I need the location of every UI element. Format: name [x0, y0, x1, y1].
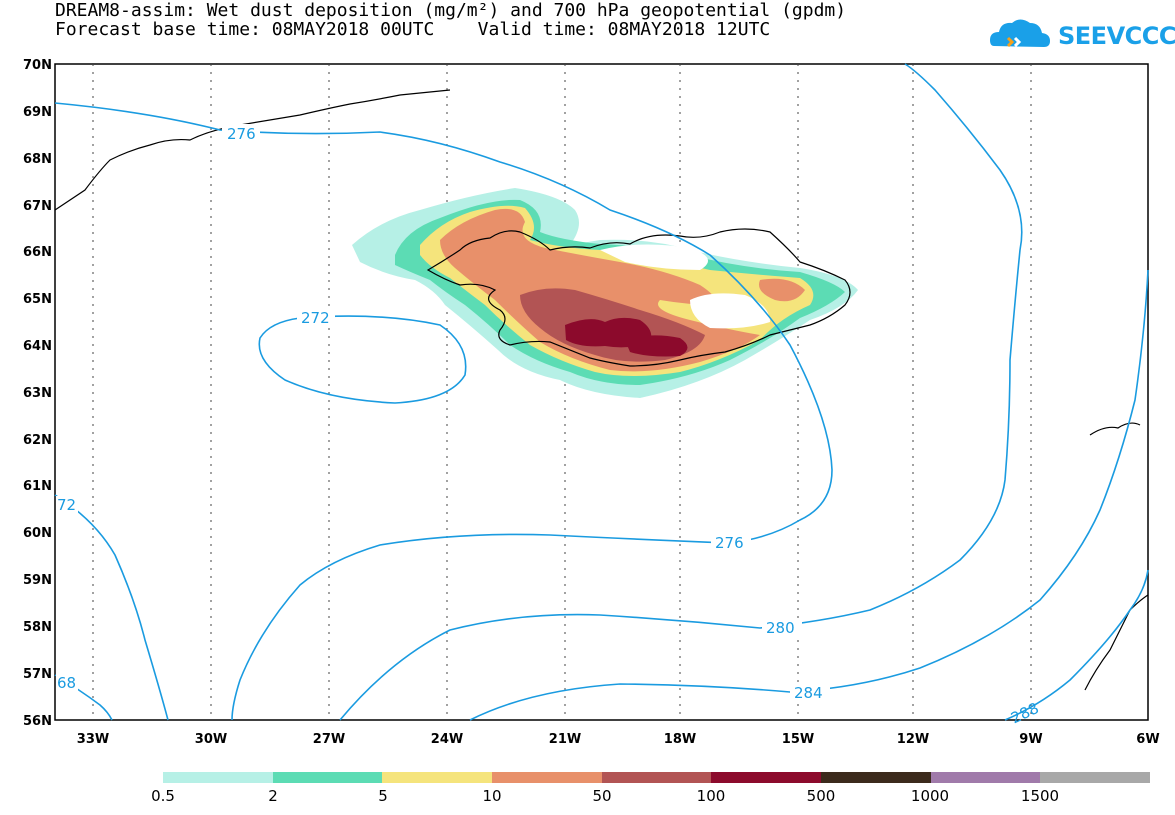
contour-272-low — [258, 315, 467, 404]
geopotential-contours — [54, 63, 1149, 721]
lon-label: 6W — [1136, 732, 1159, 747]
coastlines — [54, 89, 1149, 691]
contour-284 — [469, 269, 1149, 721]
legend-swatch — [382, 772, 493, 783]
latitude-labels: 70N 69N 68N 67N 66N 65N 64N 63N 62N 61N … — [23, 58, 52, 729]
greenland-coastline — [54, 89, 451, 211]
legend-swatch — [821, 772, 931, 783]
contour-label: 284 — [794, 684, 823, 702]
legend-swatch — [1040, 772, 1151, 783]
legend-label: 0.5 — [151, 787, 175, 805]
longitude-labels: 33W 30W 27W 24W 21W 18W 15W 12W 9W 6W — [77, 732, 1160, 747]
contour-label: 276 — [227, 125, 256, 143]
lat-label: 56N — [23, 714, 52, 729]
legend-label: 1000 — [910, 787, 950, 805]
legend-label: 10 — [482, 787, 502, 805]
contour-label: 280 — [766, 619, 795, 637]
lon-label: 21W — [549, 732, 581, 747]
legend-label: 5 — [378, 787, 388, 805]
lat-label: 61N — [23, 479, 52, 494]
lat-label: 58N — [23, 620, 52, 635]
lat-label: 59N — [23, 573, 52, 588]
legend-swatch — [711, 772, 822, 783]
contour-280 — [339, 63, 1023, 721]
legend-swatch — [492, 772, 602, 783]
lat-label: 64N — [23, 339, 52, 354]
color-legend — [163, 772, 1151, 783]
deposition-10-east — [759, 278, 805, 302]
legend-swatch — [163, 772, 273, 783]
deposition-100 — [565, 317, 688, 357]
contour-label: 72 — [57, 496, 76, 514]
logo-text: SEEVCCC — [1058, 22, 1175, 50]
contour-label: 272 — [301, 309, 330, 327]
scotland-coastline — [1084, 594, 1149, 691]
dust-deposition-map: 276 272 72 276 280 284 68 288 70N 69N 68… — [23, 58, 1160, 747]
lon-label: 9W — [1019, 732, 1042, 747]
lat-label: 69N — [23, 105, 52, 120]
contour-276-north — [54, 102, 833, 721]
legend-label: 2 — [268, 787, 278, 805]
forecast-time-subtitle: Forecast base time: 08MAY2018 00UTC Vali… — [55, 19, 771, 40]
lon-label: 18W — [664, 732, 696, 747]
legend-label: 1500 — [1020, 787, 1060, 805]
contour-288 — [1004, 569, 1149, 721]
legend-label: 500 — [806, 787, 836, 805]
lon-label: 15W — [782, 732, 814, 747]
no-deposition-hole — [690, 293, 770, 329]
legend-swatch — [272, 772, 383, 783]
lat-label: 62N — [23, 433, 52, 448]
legend-label: 100 — [696, 787, 726, 805]
lat-label: 57N — [23, 667, 52, 682]
lon-label: 24W — [431, 732, 463, 747]
contour-label: 276 — [715, 534, 744, 552]
lon-label: 12W — [897, 732, 929, 747]
map-title: DREAM8-assim: Wet dust deposition (mg/m²… — [55, 0, 847, 21]
cloud-logo-icon — [990, 19, 1050, 48]
no-deposition-hole-north — [600, 244, 708, 270]
lat-label: 65N — [23, 292, 52, 307]
legend-swatch — [930, 772, 1041, 783]
lat-label: 60N — [23, 526, 52, 541]
lon-label: 30W — [195, 732, 227, 747]
faroe-coastline — [1089, 422, 1141, 436]
contour-272-southwest — [54, 494, 169, 721]
lat-label: 70N — [23, 58, 52, 73]
lat-label: 68N — [23, 152, 52, 167]
lon-label: 33W — [77, 732, 109, 747]
iceland-coastline — [426, 228, 851, 367]
lat-label: 67N — [23, 199, 52, 214]
contour-label: 68 — [57, 674, 76, 692]
lat-label: 66N — [23, 245, 52, 260]
legend-swatch — [601, 772, 712, 783]
lon-label: 27W — [313, 732, 345, 747]
lat-label: 63N — [23, 386, 52, 401]
legend-label: 50 — [592, 787, 612, 805]
